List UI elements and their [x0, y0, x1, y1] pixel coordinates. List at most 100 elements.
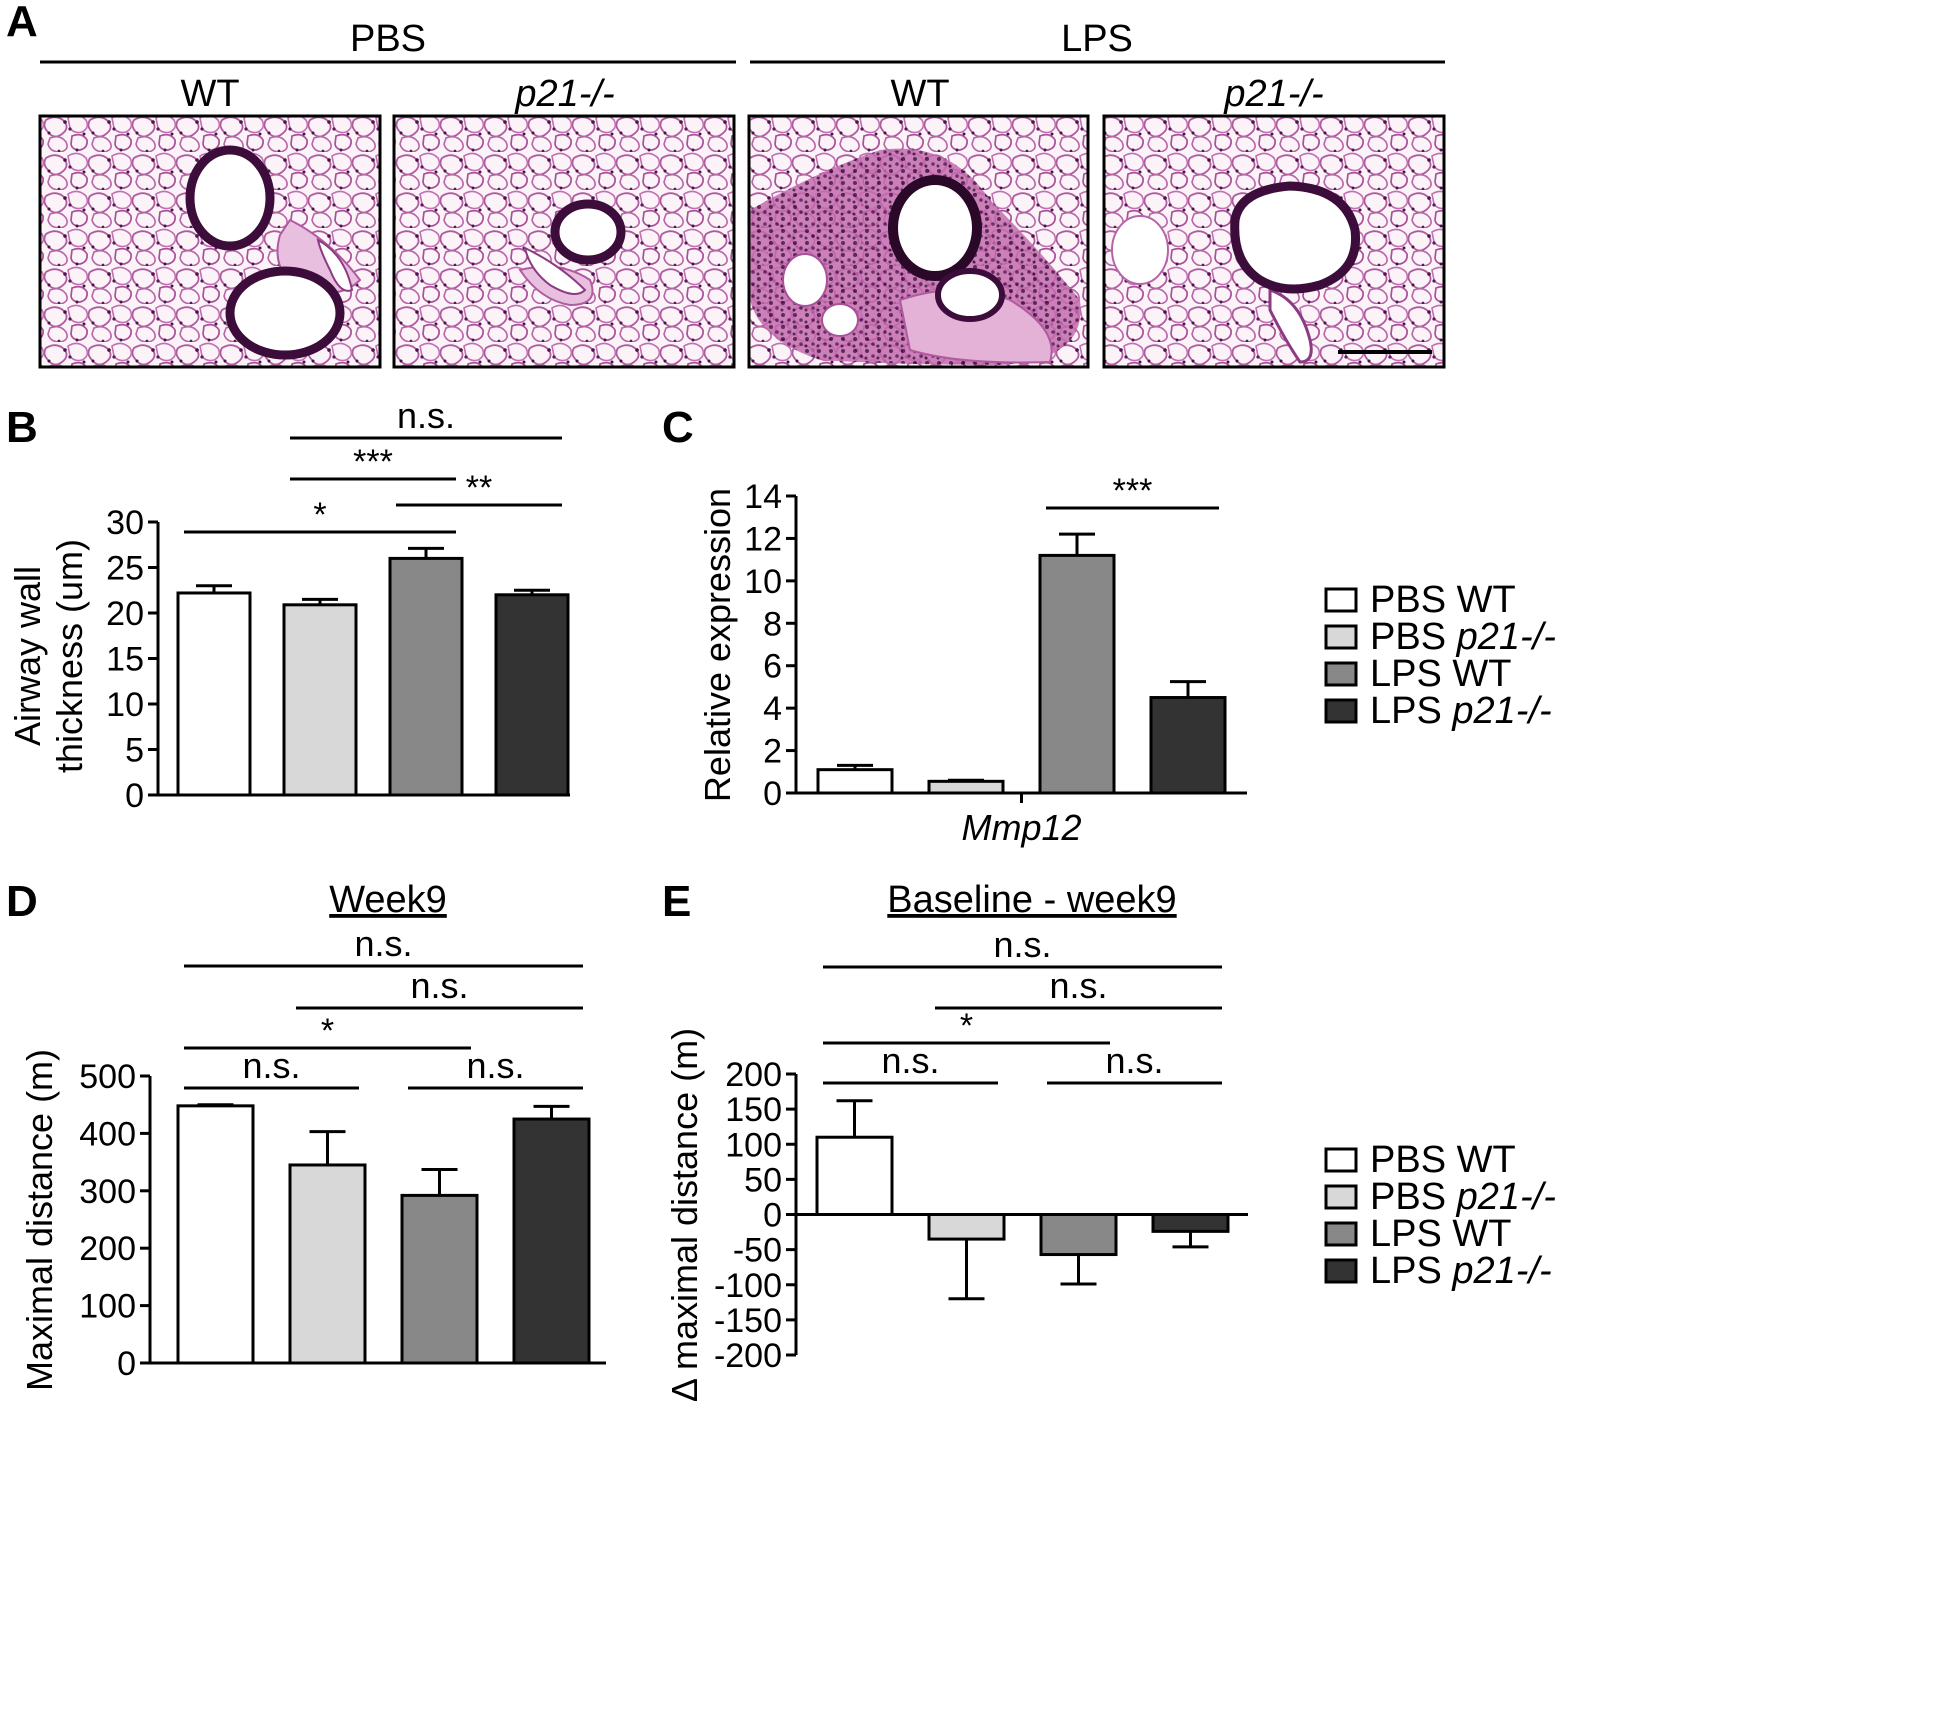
chart-c-ytick-label: 14	[744, 478, 782, 516]
chart-b-ytick-label: 0	[125, 777, 144, 815]
chart-c-sig-label: ***	[1113, 472, 1153, 510]
chart-d-bar	[176, 1104, 255, 1365]
chart-e-bar	[1151, 1213, 1230, 1233]
legend-genotype: p21-/-	[1456, 616, 1556, 658]
chart-e-ytick-label: 200	[725, 1056, 782, 1094]
panel-e-letter: E	[662, 877, 691, 926]
chart-e-sig-label: n.s.	[1049, 965, 1107, 1006]
legend-group: PBS	[1370, 1176, 1457, 1218]
chart-b-bar	[176, 591, 252, 797]
chart-c-bar	[1038, 553, 1116, 795]
legend-swatch	[1324, 587, 1358, 613]
chart-d-sig-label: n.s.	[466, 1045, 524, 1086]
chart-d-ytick-label: 300	[79, 1173, 136, 1211]
legend-genotype: p21-/-	[1451, 1250, 1551, 1292]
chart-c: 0 2 4 6 8 10 12 14 Mmp12 Relative expression ***	[697, 472, 1247, 848]
panel-b-letter: B	[6, 403, 38, 452]
legend-genotype: p21-/-	[1451, 690, 1551, 732]
chart-b-ytick-label: 10	[106, 686, 144, 724]
chart-e-title: Baseline - week9	[887, 879, 1176, 921]
legend-group: PBS	[1370, 616, 1457, 658]
airway-2	[225, 266, 345, 360]
legend-genotype: WT	[1457, 1139, 1516, 1181]
legend-swatch	[1324, 1184, 1358, 1210]
chart-d-sig-label: n.s.	[242, 1045, 300, 1086]
chart-d-ytick-label: 500	[79, 1058, 136, 1096]
chart-e-ytick-label: 50	[744, 1161, 782, 1199]
chart-e-bar	[927, 1213, 1006, 1241]
panel-a-sub-label-lps-p21: p21-/-	[1223, 73, 1323, 115]
chart-c-bar	[927, 779, 1005, 795]
legend-genotype: p21-/-	[1456, 1176, 1556, 1218]
legend-genotype: WT	[1452, 1213, 1511, 1255]
chart-c-ytick-label: 4	[763, 690, 782, 728]
micrograph-lps-p21	[1102, 114, 1446, 369]
panel-a-sub-label-pbs-wt: WT	[180, 73, 239, 115]
chart-b: 0 5 10 15 20 25 30 Airway wall thickness (um) n.s…	[7, 395, 570, 815]
chart-c-bar	[1149, 696, 1227, 795]
chart-e-sig-label: *	[960, 1007, 973, 1045]
panel-a-group-pbs: PBS WT p21-/-	[40, 18, 736, 115]
chart-d-ylabel: Maximal distance (m)	[19, 1049, 60, 1391]
legend-genotype: WT	[1452, 653, 1511, 695]
legend-group: PBS	[1370, 1139, 1457, 1181]
chart-b-sig-label: n.s.	[397, 395, 455, 436]
legend-label: PBS p21-/-	[1370, 616, 1556, 658]
legend-label: LPS WT	[1370, 653, 1511, 695]
legend-genotype: WT	[1457, 579, 1516, 621]
chart-d-bar	[400, 1193, 479, 1365]
chart-b-ylabel: Airway wall	[7, 566, 48, 746]
chart-b-ytick-label: 5	[125, 732, 144, 770]
legend-group: LPS	[1370, 690, 1452, 732]
panel-a-group-label-lps: LPS	[1061, 18, 1133, 60]
airway-5	[935, 268, 1005, 322]
panel-c-letter: C	[662, 403, 694, 452]
chart-d-ytick-label: 200	[79, 1230, 136, 1268]
legend-group: PBS	[1370, 579, 1457, 621]
chart-c-xlabel: Mmp12	[961, 807, 1081, 848]
legend-label: LPS p21-/-	[1370, 1250, 1552, 1292]
chart-e-sig-label: n.s.	[1105, 1040, 1163, 1081]
chart-c-ytick-label: 2	[763, 733, 782, 771]
legend-swatch	[1324, 1258, 1358, 1284]
chart-b-sig-label: *	[313, 496, 326, 534]
chart-b-ytick-label: 30	[106, 504, 144, 542]
chart-c-ylabel: Relative expression	[697, 488, 738, 802]
chart-e-ytick-label: 0	[763, 1197, 782, 1235]
chart-c-ytick-label: 10	[744, 563, 782, 601]
legend-swatch	[1324, 624, 1358, 650]
panel-a-group-lps: LPS WT p21-/-	[750, 18, 1445, 115]
panel-a-sub-label-lps-wt: WT	[890, 73, 949, 115]
chart-c-ytick-label: 8	[763, 605, 782, 643]
chart-d-sig-label: n.s.	[410, 965, 468, 1006]
chart-b-ytick-label: 15	[106, 641, 144, 679]
micrograph-pbs-p21	[392, 114, 736, 369]
legend-label: PBS WT	[1370, 1139, 1516, 1181]
chart-e-ytick-label: -50	[733, 1232, 782, 1270]
chart-e-ylabel: Δ maximal distance (m)	[664, 1028, 705, 1402]
chart-b-ytick-label: 20	[106, 595, 144, 633]
chart-b-ylabel: thickness (um)	[49, 539, 90, 773]
chart-d: 0 100 200 300 400 500 Week9 Maximal distance (m…	[19, 879, 606, 1391]
legend-swatch	[1324, 1147, 1358, 1173]
chart-b-sig-label: **	[466, 469, 492, 507]
chart-b-bar	[282, 603, 358, 797]
panel-a-sub-label-pbs-p21: p21-/-	[514, 73, 614, 115]
legend-group: LPS	[1370, 1250, 1452, 1292]
chart-d-ytick-label: 100	[79, 1288, 136, 1326]
chart-e-bar	[1039, 1213, 1118, 1257]
legend-label: PBS WT	[1370, 579, 1516, 621]
chart-c-ytick-label: 0	[763, 775, 782, 813]
chart-e-bar	[815, 1135, 894, 1216]
legend-group: LPS	[1370, 1213, 1452, 1255]
micrograph-pbs-wt	[38, 114, 382, 369]
micrograph-lps-wt	[747, 114, 1090, 369]
chart-c-ytick-label: 12	[744, 520, 782, 558]
chart-d-ytick-label: 0	[117, 1345, 136, 1383]
chart-d-bar	[288, 1163, 367, 1365]
airway-6	[1230, 181, 1361, 294]
